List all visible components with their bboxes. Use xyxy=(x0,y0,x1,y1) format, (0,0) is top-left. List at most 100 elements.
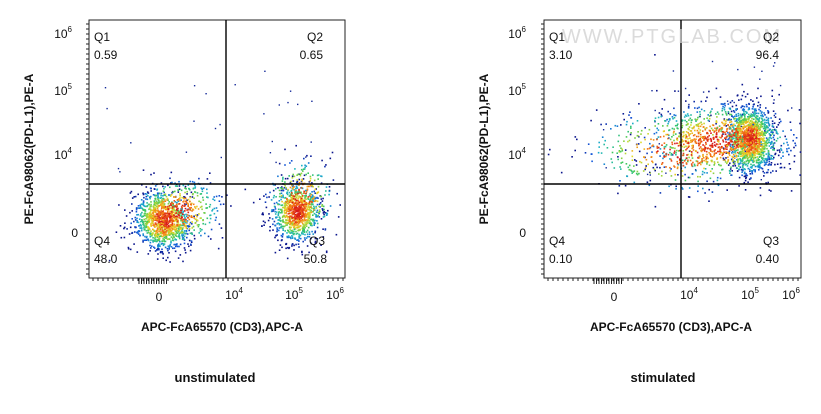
event-dot xyxy=(163,205,166,207)
event-dot xyxy=(776,137,779,140)
event-dot xyxy=(620,162,622,164)
event-dot xyxy=(749,129,752,132)
event-dot xyxy=(692,139,694,141)
event-dot xyxy=(193,85,196,87)
event-dot xyxy=(728,150,731,153)
event-dot xyxy=(265,193,267,196)
event-dot xyxy=(196,214,199,216)
event-dot xyxy=(744,148,746,151)
event-dot xyxy=(186,236,188,239)
event-dot xyxy=(732,116,734,118)
event-dot xyxy=(682,165,685,167)
event-dot xyxy=(301,253,304,256)
event-dot xyxy=(309,224,312,227)
event-dot xyxy=(750,143,752,145)
event-dot xyxy=(306,222,309,225)
event-dot xyxy=(297,218,299,221)
event-dot xyxy=(756,139,759,142)
event-dot xyxy=(759,133,762,135)
event-dot xyxy=(304,207,306,209)
event-dot xyxy=(161,251,164,253)
event-dot xyxy=(666,125,669,127)
event-dot xyxy=(160,221,163,223)
event-dot xyxy=(761,115,763,117)
event-dot xyxy=(161,213,163,215)
event-dot xyxy=(182,234,185,236)
y-tick-0: 0 xyxy=(519,226,526,240)
event-dot xyxy=(728,128,731,130)
event-dot xyxy=(715,87,718,90)
event-dot xyxy=(759,162,762,164)
event-dot xyxy=(188,223,191,226)
event-dot xyxy=(681,126,683,129)
event-dot xyxy=(762,146,765,149)
event-dot xyxy=(130,222,132,225)
event-dot xyxy=(142,239,144,242)
event-dot xyxy=(167,249,169,252)
event-dot xyxy=(750,148,752,151)
event-dot xyxy=(741,174,743,177)
event-dot xyxy=(651,151,653,153)
event-dot xyxy=(758,120,760,123)
event-dot xyxy=(751,145,754,148)
event-dot xyxy=(728,137,731,139)
event-dot xyxy=(741,109,744,111)
event-dot xyxy=(185,188,187,190)
event-dot xyxy=(733,163,736,165)
event-dot xyxy=(603,163,606,165)
event-dot xyxy=(683,160,686,162)
event-dot xyxy=(218,200,221,202)
event-dot xyxy=(198,213,200,215)
event-dot xyxy=(153,218,156,220)
event-dot xyxy=(281,211,283,214)
event-dot xyxy=(669,113,672,115)
event-dot xyxy=(684,87,687,90)
event-dot xyxy=(131,197,134,199)
event-dot xyxy=(623,118,625,121)
event-dot xyxy=(158,200,160,202)
event-dot xyxy=(186,214,189,216)
event-dot xyxy=(744,136,747,139)
event-dot xyxy=(759,194,762,197)
event-dot xyxy=(750,149,753,151)
event-dot xyxy=(693,163,696,166)
event-dot xyxy=(305,205,308,208)
event-dot xyxy=(320,195,322,198)
event-dot xyxy=(758,159,761,161)
event-dot xyxy=(189,188,191,191)
event-dot xyxy=(695,138,697,141)
event-dot xyxy=(647,133,649,135)
event-dot xyxy=(704,168,707,170)
event-dot xyxy=(146,198,149,201)
event-dot xyxy=(757,165,760,168)
event-dot xyxy=(166,197,169,200)
event-dot xyxy=(751,153,754,156)
event-dot xyxy=(752,129,755,131)
event-dot xyxy=(316,222,319,225)
event-dot xyxy=(754,154,756,157)
event-dot xyxy=(155,225,158,227)
event-dot xyxy=(676,160,678,163)
event-dot xyxy=(772,129,774,131)
event-dot xyxy=(157,246,159,248)
event-dot xyxy=(763,175,765,177)
event-dot xyxy=(296,195,299,197)
event-dot xyxy=(778,93,780,96)
event-dot xyxy=(730,134,733,136)
event-dot xyxy=(150,213,152,215)
event-dot xyxy=(185,224,187,227)
event-dot xyxy=(156,236,159,239)
event-dot xyxy=(149,250,151,252)
event-dot xyxy=(163,206,165,208)
event-dot xyxy=(761,145,763,148)
event-dot xyxy=(725,138,727,141)
event-dot xyxy=(740,115,743,118)
event-dot xyxy=(296,203,299,206)
event-dot xyxy=(166,205,169,208)
event-dot xyxy=(736,167,738,169)
event-dot xyxy=(742,166,744,168)
event-dot xyxy=(155,211,157,214)
event-dot xyxy=(264,70,266,72)
event-dot xyxy=(656,127,658,130)
event-dot xyxy=(749,137,752,139)
